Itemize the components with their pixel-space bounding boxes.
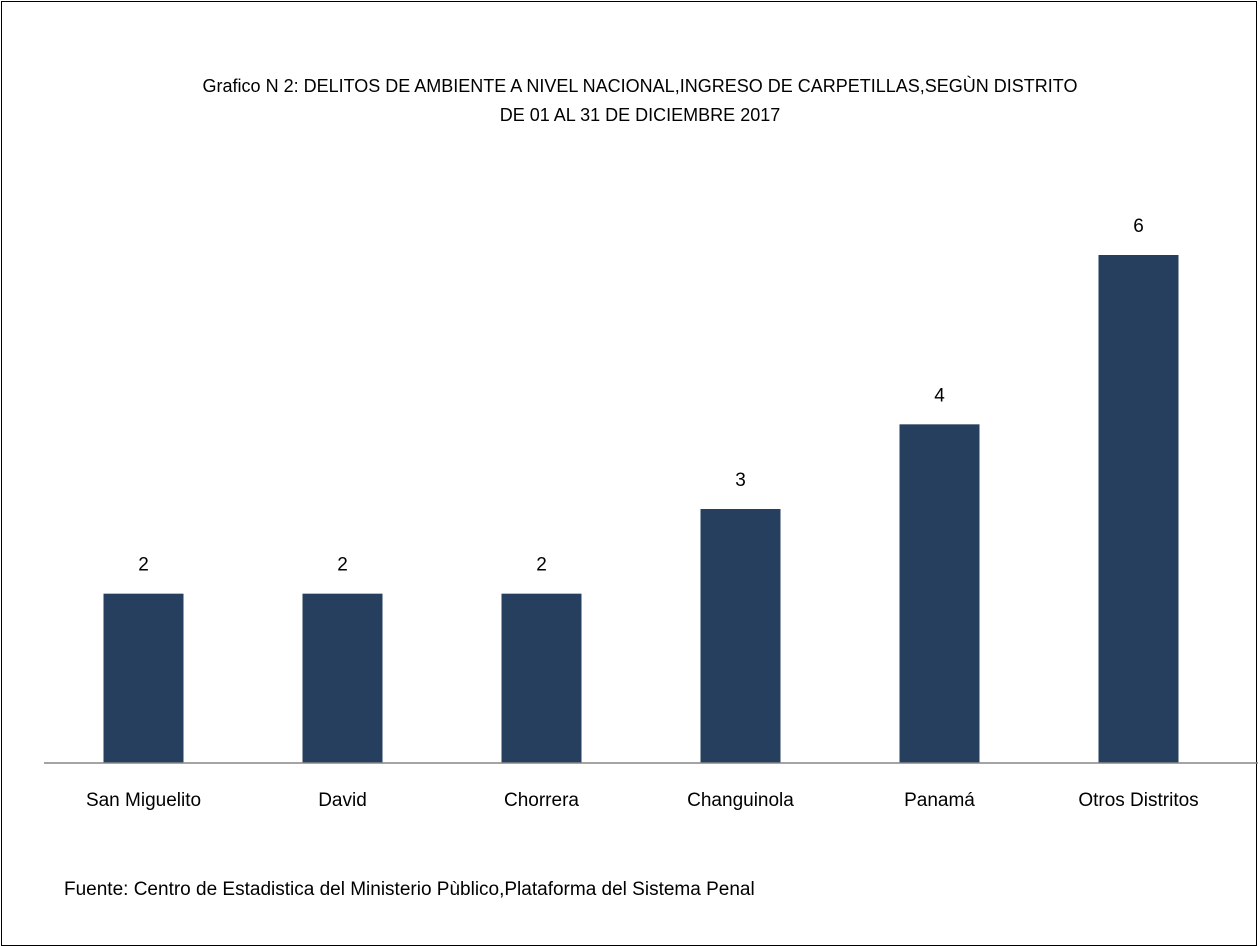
- chart-title: Grafico N 2: DELITOS DE AMBIENTE A NIVEL…: [202, 76, 1078, 96]
- x-tick-label: Chorrera: [504, 790, 579, 811]
- source-note: Fuente: Centro de Estadistica del Minist…: [64, 879, 755, 900]
- x-tick-label: Otros Distritos: [1078, 790, 1198, 811]
- x-tick-label: Panamá: [904, 790, 975, 811]
- bar: [700, 509, 781, 763]
- bar: [103, 593, 184, 763]
- x-tick-label: David: [318, 790, 367, 811]
- chart-subtitle: DE 01 AL 31 DE DICIEMBRE 2017: [499, 105, 781, 125]
- bar: [899, 424, 980, 763]
- data-label: 2: [536, 555, 547, 576]
- bar: [501, 593, 582, 763]
- data-label: 2: [337, 555, 348, 576]
- data-label: 6: [1133, 216, 1144, 237]
- x-tick-label: San Miguelito: [86, 790, 201, 811]
- data-label: 2: [138, 555, 149, 576]
- x-tick-label: Changuinola: [687, 790, 794, 811]
- bar: [302, 593, 383, 763]
- bar: [1098, 255, 1179, 763]
- data-label: 4: [934, 385, 945, 406]
- data-label: 3: [735, 470, 746, 491]
- title-block: Grafico N 2: DELITOS DE AMBIENTE A NIVEL…: [140, 72, 1140, 130]
